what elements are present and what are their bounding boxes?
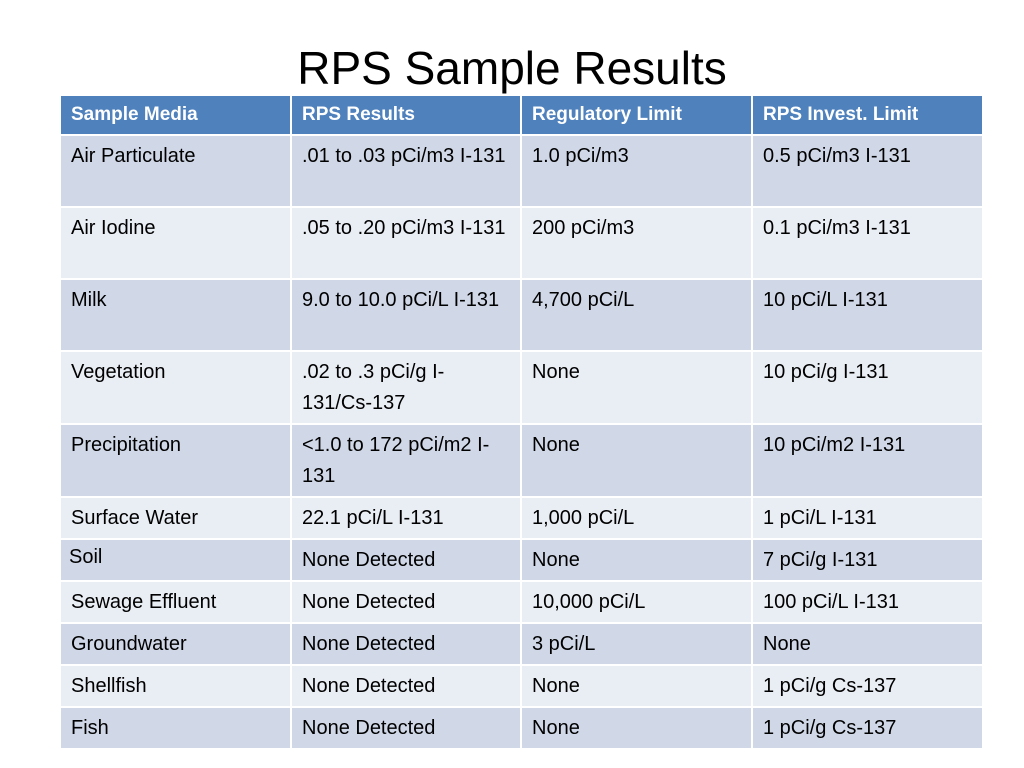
cell-rps-results: None Detected — [290, 706, 522, 750]
table-row: Vegetation .02 to .3 pCi/g I-131/Cs-137 … — [59, 350, 984, 425]
table-row: Milk 9.0 to 10.0 pCi/L I-131 4,700 pCi/L… — [59, 278, 984, 352]
cell-invest-limit: 10 pCi/g I-131 — [751, 350, 984, 425]
cell-sample-media: Air Iodine — [59, 206, 292, 280]
cell-sample-media: Fish — [59, 706, 292, 750]
table-row: Air Iodine .05 to .20 pCi/m3 I-131 200 p… — [59, 206, 984, 280]
table-row: Soil None Detected None 7 pCi/g I-131 — [59, 538, 984, 582]
cell-invest-limit: 100 pCi/L I-131 — [751, 580, 984, 624]
cell-rps-results: None Detected — [290, 538, 522, 582]
cell-invest-limit: 0.1 pCi/m3 I-131 — [751, 206, 984, 280]
cell-sample-media: Precipitation — [59, 423, 292, 498]
cell-rps-results: 22.1 pCi/L I-131 — [290, 496, 522, 540]
cell-sample-media: Air Particulate — [59, 134, 292, 208]
cell-invest-limit: None — [751, 622, 984, 666]
cell-invest-limit: 1 pCi/g Cs-137 — [751, 706, 984, 750]
table-header-row: Sample Media RPS Results Regulatory Limi… — [59, 94, 984, 136]
table-row: Groundwater None Detected 3 pCi/L None — [59, 622, 984, 666]
cell-rps-results: None Detected — [290, 580, 522, 624]
table-row: Precipitation <1.0 to 172 pCi/m2 I-131 N… — [59, 423, 984, 498]
cell-sample-media: Sewage Effluent — [59, 580, 292, 624]
cell-invest-limit: 10 pCi/m2 I-131 — [751, 423, 984, 498]
cell-sample-media: Shellfish — [59, 664, 292, 708]
cell-rps-results: .01 to .03 pCi/m3 I-131 — [290, 134, 522, 208]
header-rps-results: RPS Results — [290, 94, 522, 136]
header-sample-media: Sample Media — [59, 94, 292, 136]
cell-rps-results: None Detected — [290, 622, 522, 666]
cell-regulatory-limit: 1.0 pCi/m3 — [520, 134, 753, 208]
cell-regulatory-limit: 3 pCi/L — [520, 622, 753, 666]
cell-sample-media: Groundwater — [59, 622, 292, 666]
cell-invest-limit: 7 pCi/g I-131 — [751, 538, 984, 582]
cell-regulatory-limit: 10,000 pCi/L — [520, 580, 753, 624]
header-rps-invest-limit: RPS Invest. Limit — [751, 94, 984, 136]
cell-invest-limit: 1 pCi/L I-131 — [751, 496, 984, 540]
cell-regulatory-limit: None — [520, 350, 753, 425]
table-row: Shellfish None Detected None 1 pCi/g Cs-… — [59, 664, 984, 708]
cell-sample-media: Soil — [59, 538, 292, 582]
cell-regulatory-limit: None — [520, 706, 753, 750]
cell-sample-media: Vegetation — [59, 350, 292, 425]
header-regulatory-limit: Regulatory Limit — [520, 94, 753, 136]
cell-rps-results: .02 to .3 pCi/g I-131/Cs-137 — [290, 350, 522, 425]
cell-rps-results: <1.0 to 172 pCi/m2 I-131 — [290, 423, 522, 498]
cell-regulatory-limit: None — [520, 423, 753, 498]
cell-rps-results: None Detected — [290, 664, 522, 708]
table-row: Air Particulate .01 to .03 pCi/m3 I-131 … — [59, 134, 984, 208]
cell-regulatory-limit: None — [520, 664, 753, 708]
table-row: Sewage Effluent None Detected 10,000 pCi… — [59, 580, 984, 624]
cell-regulatory-limit: 4,700 pCi/L — [520, 278, 753, 352]
cell-rps-results: .05 to .20 pCi/m3 I-131 — [290, 206, 522, 280]
cell-invest-limit: 0.5 pCi/m3 I-131 — [751, 134, 984, 208]
cell-regulatory-limit: 200 pCi/m3 — [520, 206, 753, 280]
cell-invest-limit: 1 pCi/g Cs-137 — [751, 664, 984, 708]
slide-title: RPS Sample Results — [297, 42, 727, 94]
cell-sample-media: Surface Water — [59, 496, 292, 540]
table-row: Fish None Detected None 1 pCi/g Cs-137 — [59, 706, 984, 750]
cell-invest-limit: 10 pCi/L I-131 — [751, 278, 984, 352]
cell-regulatory-limit: 1,000 pCi/L — [520, 496, 753, 540]
cell-regulatory-limit: None — [520, 538, 753, 582]
table-row: Surface Water 22.1 pCi/L I-131 1,000 pCi… — [59, 496, 984, 540]
cell-sample-media: Milk — [59, 278, 292, 352]
results-table: Sample Media RPS Results Regulatory Limi… — [59, 94, 984, 750]
cell-rps-results: 9.0 to 10.0 pCi/L I-131 — [290, 278, 522, 352]
